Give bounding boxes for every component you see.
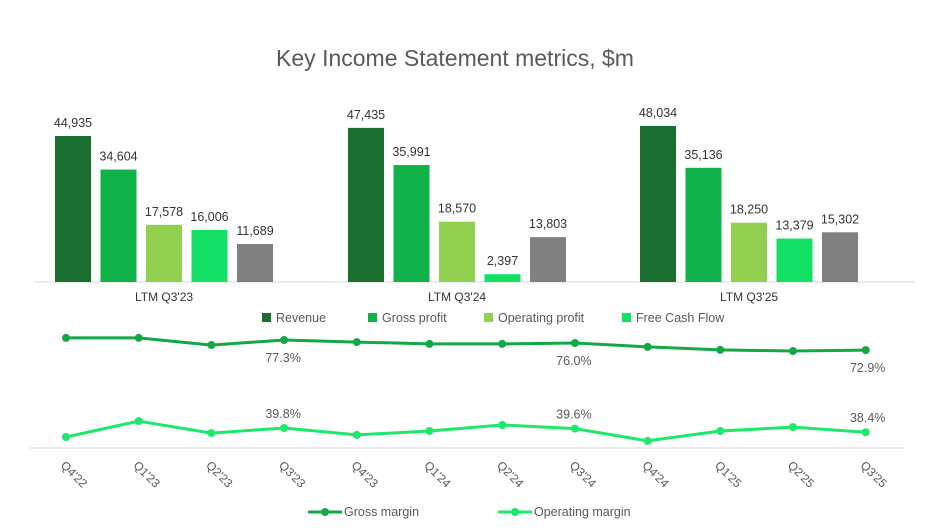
bar (731, 222, 767, 282)
x-tick-label: Q1'24 (421, 458, 454, 491)
legend-label: Revenue (276, 311, 326, 325)
chart-title: Key Income Statement metrics, $m (276, 45, 634, 71)
bar-data-label: 47,435 (347, 108, 385, 122)
data-point (207, 429, 216, 438)
bar (237, 244, 273, 282)
x-tick-label: Q2'24 (494, 458, 527, 491)
data-point (207, 341, 216, 350)
line-data-label: 38.4% (850, 411, 885, 425)
data-point (352, 430, 361, 439)
data-point (498, 421, 507, 429)
data-point (62, 333, 70, 342)
data-point (280, 424, 289, 432)
x-tick-label: Q4'23 (349, 458, 382, 491)
legend-swatch (262, 313, 271, 322)
data-point (498, 339, 507, 348)
bar (640, 125, 676, 282)
bar (822, 232, 858, 282)
x-tick-label: Q3'25 (858, 458, 891, 491)
bar (393, 165, 430, 282)
bar (484, 274, 521, 282)
x-tick-label: Q4'22 (58, 458, 91, 491)
bar-data-label: 13,379 (775, 219, 813, 233)
bar (685, 167, 722, 282)
bar-data-label: 44,935 (54, 116, 92, 130)
bar (55, 136, 91, 282)
bar-data-label: 18,250 (730, 203, 768, 217)
data-point (570, 424, 579, 433)
bar (776, 238, 813, 282)
data-point (425, 427, 434, 435)
series-line (65, 419, 866, 443)
bar-data-label: 13,803 (529, 217, 567, 231)
bar-data-label: 16,006 (190, 210, 228, 224)
data-point (716, 345, 725, 354)
bar (191, 229, 228, 282)
data-point (789, 347, 797, 356)
data-point (280, 336, 289, 344)
bar (530, 237, 566, 282)
x-tick-label: Q1'23 (131, 458, 164, 491)
data-point (134, 417, 143, 426)
bar-data-label: 17,578 (145, 205, 183, 219)
x-tick-label: Q1'25 (712, 458, 745, 491)
data-point (789, 423, 797, 432)
x-tick-label: Q2'23 (203, 458, 236, 491)
data-point (716, 427, 725, 435)
legend-swatch (622, 313, 631, 322)
bar-data-label: 2,397 (487, 254, 518, 268)
data-point (352, 338, 361, 347)
line-data-label: 77.3% (265, 351, 300, 365)
legend-label: Gross profit (382, 311, 447, 325)
bar-data-label: 35,136 (684, 148, 722, 162)
legend-swatch (368, 313, 377, 322)
bar-data-label: 15,302 (821, 212, 859, 226)
bar (146, 224, 182, 282)
legend-label: Operating margin (534, 505, 631, 519)
bar-data-label: 11,689 (236, 224, 273, 238)
series-line (66, 336, 866, 353)
legend-marker (511, 508, 519, 516)
bar (439, 221, 475, 282)
data-point (570, 338, 579, 347)
category-label: LTM Q3'25 (720, 290, 778, 304)
x-tick-label: Q3'24 (567, 458, 600, 491)
bar (348, 127, 384, 282)
x-tick-label: Q2'25 (785, 458, 818, 491)
data-point (643, 436, 652, 445)
legend-label: Gross margin (344, 505, 419, 519)
data-point (62, 433, 70, 441)
bar-data-label: 18,570 (438, 202, 476, 216)
category-label: LTM Q3'24 (428, 290, 486, 304)
line-data-label: 39.8% (265, 407, 300, 421)
data-point (643, 342, 652, 351)
category-label: LTM Q3'23 (135, 290, 193, 304)
legend-label: Operating profit (498, 311, 585, 325)
legend-label: Free Cash Flow (636, 311, 725, 325)
line-data-label: 72.9% (850, 361, 885, 375)
data-point (861, 346, 870, 355)
legend-swatch (484, 313, 493, 322)
x-tick-label: Q3'23 (276, 458, 309, 491)
data-point (425, 339, 434, 348)
bar (100, 169, 137, 282)
bar-data-label: 48,034 (639, 106, 677, 120)
data-point (861, 428, 870, 437)
line-data-label: 76.0% (556, 354, 591, 368)
line-data-label: 39.6% (556, 408, 591, 422)
bar-data-label: 35,991 (392, 145, 430, 159)
x-tick-label: Q4'24 (639, 458, 672, 491)
bar-data-label: 34,604 (99, 150, 137, 164)
legend-marker (321, 508, 329, 516)
data-point (134, 333, 143, 342)
